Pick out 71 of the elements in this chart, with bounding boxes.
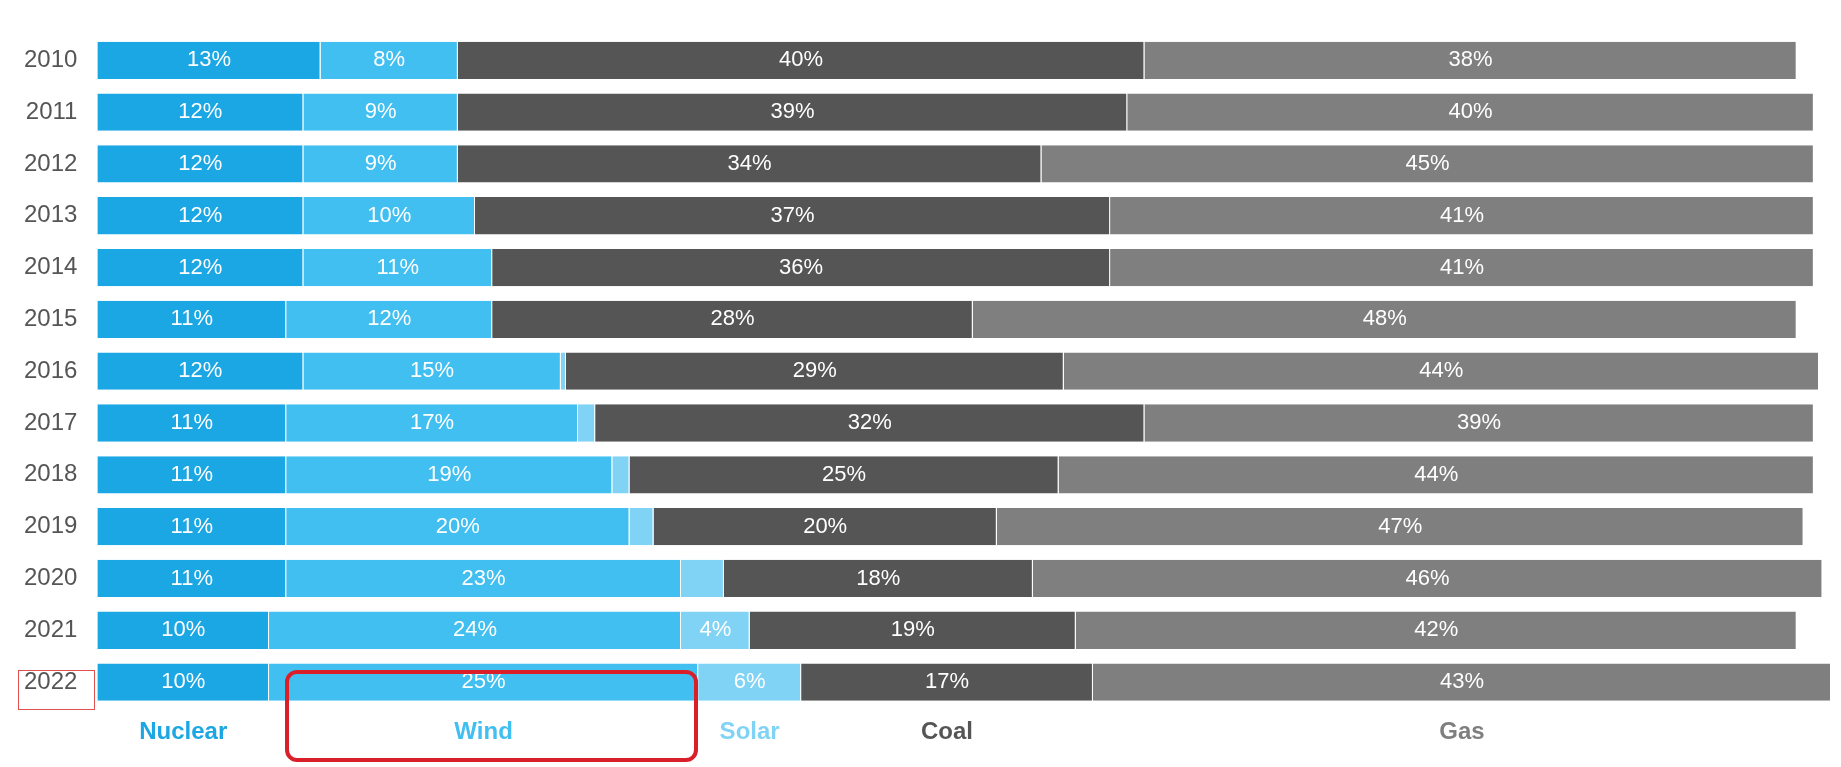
data-label: 4% <box>699 616 732 642</box>
series-label: Coal <box>921 716 974 744</box>
data-label: 44% <box>1414 460 1459 486</box>
data-label: 17% <box>925 668 970 694</box>
y-tick-label: 2020 <box>24 563 78 591</box>
y-tick-label: 2021 <box>24 614 78 642</box>
data-label: 11% <box>170 409 213 435</box>
y-tick-label: 2018 <box>24 459 78 487</box>
data-label: 34% <box>727 150 772 175</box>
data-label: 10% <box>161 668 206 694</box>
series-label: Solar <box>719 716 780 744</box>
series-label: Gas <box>1439 716 1485 744</box>
y-tick-label: 2014 <box>24 252 78 280</box>
data-label: 39% <box>770 98 815 124</box>
y-tick-label: 2019 <box>24 511 78 539</box>
data-label: 20% <box>803 512 848 538</box>
data-label: 11% <box>170 564 213 590</box>
y-tick-label: 2016 <box>24 355 78 383</box>
data-label: 8% <box>373 46 406 72</box>
data-label: 17% <box>410 409 455 435</box>
y-tick-label: 2017 <box>24 407 78 435</box>
data-label: 9% <box>364 150 397 175</box>
data-label: 39% <box>1457 409 1502 435</box>
data-label: 46% <box>1405 564 1450 590</box>
series-label: Nuclear <box>139 716 228 744</box>
data-label: 12% <box>178 98 223 124</box>
data-label: 40% <box>779 46 824 72</box>
data-label: 19% <box>427 460 472 486</box>
data-label: 41% <box>1439 253 1484 279</box>
data-label: 32% <box>847 409 892 435</box>
data-label: 19% <box>890 616 935 642</box>
y-tick-label: 2010 <box>24 44 78 72</box>
data-label: 47% <box>1378 512 1423 538</box>
data-label: 36% <box>779 253 824 279</box>
data-label: 11% <box>376 253 419 279</box>
data-label: 12% <box>178 201 223 227</box>
data-label: 12% <box>367 305 412 331</box>
data-label: 12% <box>178 253 223 279</box>
data-label: 28% <box>710 305 755 331</box>
data-label: 29% <box>792 357 837 383</box>
data-label: 6% <box>733 668 766 694</box>
data-label: 37% <box>770 201 815 227</box>
data-label: 23% <box>461 564 506 590</box>
data-label: 43% <box>1439 668 1484 694</box>
data-label: 45% <box>1405 150 1450 175</box>
data-label: 41% <box>1439 201 1484 227</box>
data-label: 11% <box>170 460 213 486</box>
data-label: 9% <box>364 98 397 124</box>
y-tick-label: 2015 <box>24 304 78 332</box>
data-label: 11% <box>170 512 213 538</box>
series-label: Wind <box>454 716 513 744</box>
data-label: 48% <box>1362 305 1407 331</box>
y-tick-label: 2013 <box>24 200 78 228</box>
data-label: 15% <box>410 357 455 383</box>
data-label: 38% <box>1448 46 1493 72</box>
data-label: 11% <box>170 305 213 331</box>
y-tick-label: 2022 <box>24 666 78 694</box>
data-label: 10% <box>367 201 412 227</box>
data-label: 24% <box>452 616 498 642</box>
y-tick-label: 2011 <box>25 96 78 124</box>
data-label: 13% <box>186 46 231 72</box>
data-label: 20% <box>435 512 480 538</box>
data-label: 42% <box>1414 616 1459 642</box>
data-label: 40% <box>1448 98 1493 124</box>
data-label: 10% <box>161 616 206 642</box>
data-label: 44% <box>1419 357 1464 383</box>
data-label: 18% <box>856 564 901 590</box>
y-tick-label: 2012 <box>24 148 78 176</box>
data-label: 12% <box>178 150 223 175</box>
data-label: 12% <box>178 357 223 383</box>
data-label: 25% <box>822 460 867 486</box>
